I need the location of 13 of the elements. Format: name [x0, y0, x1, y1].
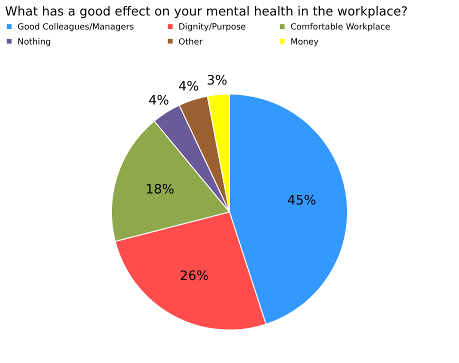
legend-label: Other	[178, 37, 204, 48]
data-label: 18%	[145, 182, 174, 198]
legend-label: Good Colleagues/Managers	[18, 22, 134, 33]
data-label: 45%	[287, 194, 316, 209]
data-label: 26%	[180, 269, 209, 284]
data-label: 3%	[206, 74, 228, 89]
legend-label: Comfortable Workplace	[290, 22, 390, 33]
data-label: 4%	[148, 94, 170, 109]
legend-label: Nothing	[18, 37, 51, 48]
data-label: 4%	[178, 79, 200, 94]
legend-label: Money	[290, 37, 319, 48]
chart-title: What has a good effect on your mental health in the workplace?	[5, 4, 408, 18]
legend-label: Dignity/Purpose	[178, 22, 246, 33]
